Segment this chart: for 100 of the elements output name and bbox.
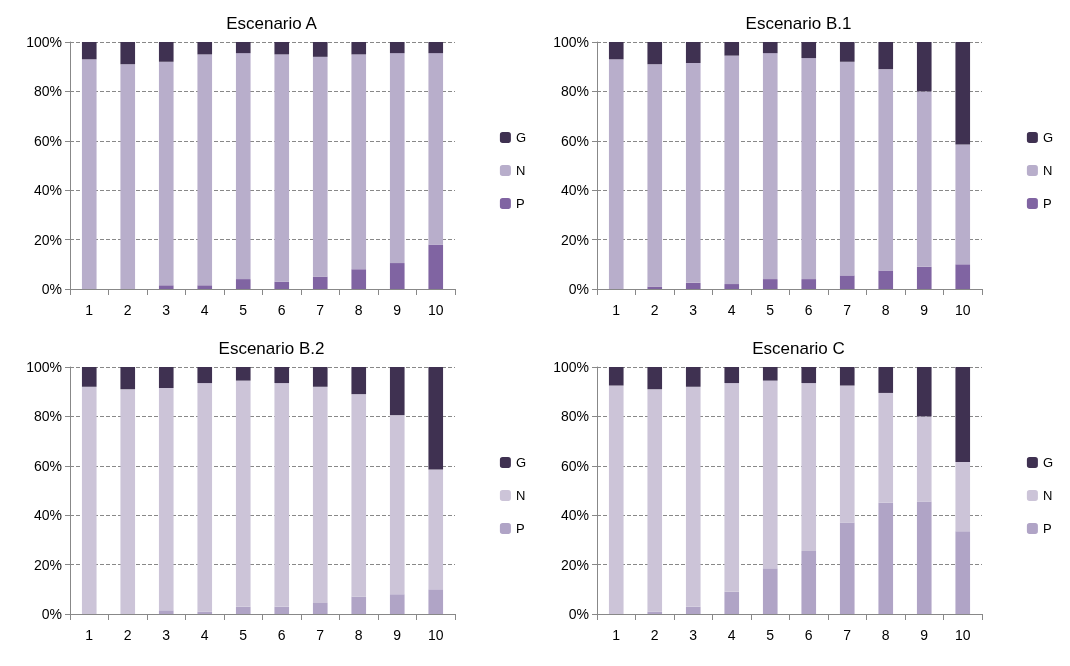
x-tick-label: 3: [689, 627, 698, 643]
bar: [158, 285, 174, 289]
bar: [839, 367, 855, 386]
y-tick-label: 80%: [33, 83, 62, 100]
bar: [428, 367, 444, 470]
legend-label: P: [1042, 196, 1052, 211]
y-tick-label: 20%: [560, 556, 589, 573]
bar: [878, 270, 894, 289]
chart-title: Escenario C: [752, 339, 845, 358]
y-tick-label: 80%: [560, 408, 589, 425]
legend-label: G: [515, 455, 527, 470]
y-tick-label: 80%: [560, 83, 589, 100]
bar: [120, 389, 136, 614]
bar: [197, 54, 213, 286]
x-tick-label: 7: [316, 302, 325, 318]
chart-title: Escenario B.2: [218, 339, 325, 358]
y-tick-label: 100%: [26, 34, 62, 50]
x-tick-label: 7: [843, 302, 852, 318]
bar: [724, 591, 740, 614]
y-tick-label: 0%: [41, 606, 62, 622]
x-tick-label: 7: [316, 627, 325, 643]
legend-label: G: [515, 130, 527, 145]
x-tick-label: 10: [954, 627, 971, 643]
bar: [955, 367, 971, 463]
bar: [274, 383, 290, 607]
bar: [647, 389, 663, 612]
chart-title: Escenario B.1: [745, 14, 852, 33]
bar: [428, 53, 444, 245]
x-tick-label: 10: [427, 627, 444, 643]
bar: [839, 385, 855, 523]
bar: [81, 386, 97, 614]
bar: [839, 61, 855, 276]
bar: [312, 42, 328, 57]
bar: [274, 281, 290, 289]
bar: [389, 53, 405, 264]
y-tick-label: 100%: [553, 359, 589, 375]
y-tick-label: 40%: [560, 507, 589, 524]
bar: [878, 367, 894, 393]
legend-label: P: [515, 521, 525, 536]
x-tick-label: 1: [612, 302, 621, 318]
x-tick-label: 8: [354, 302, 363, 318]
bar: [428, 469, 444, 590]
bar: [878, 392, 894, 503]
x-tick-label: 3: [162, 627, 171, 643]
bar: [762, 42, 778, 54]
x-tick-label: 5: [239, 302, 248, 318]
bar: [685, 282, 701, 289]
bar: [685, 386, 701, 607]
bar: [274, 42, 290, 55]
bar: [197, 42, 213, 55]
bar: [801, 367, 817, 384]
y-tick-label: 60%: [33, 132, 62, 149]
x-tick-label: 10: [954, 302, 971, 318]
bar: [158, 610, 174, 614]
bar: [839, 275, 855, 289]
y-tick-label: 100%: [26, 359, 62, 375]
bar: [608, 367, 624, 386]
bar: [235, 53, 251, 280]
x-tick-label: 9: [920, 302, 929, 318]
bar: [235, 380, 251, 607]
x-tick-label: 1: [85, 302, 94, 318]
legend-label: N: [515, 488, 526, 503]
bar: [801, 383, 817, 552]
bar: [762, 380, 778, 569]
bar: [801, 42, 817, 59]
legend-label: P: [515, 196, 525, 211]
y-tick-label: 20%: [560, 231, 589, 248]
x-tick-label: 1: [85, 627, 94, 643]
bar: [389, 415, 405, 595]
bar: [916, 91, 932, 267]
bar: [274, 54, 290, 282]
x-tick-label: 8: [881, 627, 890, 643]
x-tick-label: 4: [200, 627, 209, 643]
x-tick-label: 4: [727, 302, 736, 318]
bar: [312, 276, 328, 289]
bar: [197, 367, 213, 384]
legend-label: N: [1042, 488, 1053, 503]
bar: [235, 42, 251, 54]
y-tick-label: 20%: [33, 556, 62, 573]
bar: [916, 501, 932, 614]
bar: [955, 462, 971, 532]
y-tick-label: 0%: [568, 281, 589, 297]
x-tick-label: 2: [650, 302, 659, 318]
bar: [235, 367, 251, 381]
bar: [801, 551, 817, 614]
bar: [647, 367, 663, 390]
bar: [916, 367, 932, 417]
bar: [197, 285, 213, 289]
y-tick-label: 40%: [33, 507, 62, 524]
bar: [351, 42, 367, 55]
x-tick-label: 6: [804, 302, 813, 318]
y-tick-label: 60%: [33, 457, 62, 474]
bar: [685, 42, 701, 63]
bar: [762, 367, 778, 381]
y-tick-label: 20%: [33, 231, 62, 248]
x-tick-label: 4: [727, 627, 736, 643]
bar: [351, 54, 367, 270]
legend-label: G: [1042, 455, 1054, 470]
legend-label: N: [1042, 163, 1053, 178]
bar: [81, 42, 97, 60]
